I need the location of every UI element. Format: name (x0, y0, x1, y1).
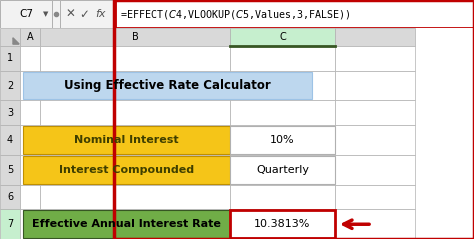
Bar (23, 211, 230, 238)
Bar (40, 28, 230, 46)
Text: 10.3813%: 10.3813% (255, 219, 310, 229)
Text: 4: 4 (7, 135, 13, 145)
Bar (0, 0, 52, 28)
Bar (40, 185, 230, 209)
Bar (20, 185, 40, 209)
Bar (52, 0, 60, 28)
Bar (20, 46, 40, 71)
Text: A: A (27, 32, 33, 42)
Bar (335, 209, 415, 239)
Bar (23, 72, 312, 99)
Bar (230, 100, 335, 125)
Bar (40, 46, 230, 71)
Bar (114, 0, 474, 239)
Bar (23, 126, 230, 154)
Text: Quarterly: Quarterly (256, 165, 309, 175)
Bar (230, 125, 335, 155)
Text: 10%: 10% (270, 135, 295, 145)
Text: C7: C7 (19, 9, 33, 19)
Bar (335, 71, 415, 100)
Bar (230, 126, 335, 154)
Bar (20, 209, 40, 239)
Bar (230, 155, 335, 185)
Bar (40, 155, 230, 185)
Bar (60, 0, 115, 28)
Bar (230, 185, 335, 209)
Bar (335, 185, 415, 209)
Bar (20, 71, 40, 100)
Text: 2: 2 (7, 81, 13, 91)
Bar (335, 28, 415, 46)
Bar (20, 125, 40, 155)
Bar (335, 46, 415, 71)
Bar (230, 71, 335, 100)
Bar (0, 185, 20, 209)
Bar (230, 209, 335, 239)
Bar (230, 28, 335, 46)
Bar (335, 155, 415, 185)
Bar (40, 209, 230, 239)
Bar (0, 46, 20, 71)
Text: 7: 7 (7, 219, 13, 229)
Text: C: C (279, 32, 286, 42)
Bar (230, 211, 335, 238)
Bar (335, 125, 415, 155)
Text: B: B (132, 32, 138, 42)
Text: 3: 3 (7, 108, 13, 118)
Bar (335, 100, 415, 125)
Polygon shape (13, 38, 19, 44)
Text: 1: 1 (7, 54, 13, 64)
Bar (23, 156, 230, 184)
Text: =EFFECT($C$4,VLOOKUP($C$5,Values,3,FALSE)): =EFFECT($C$4,VLOOKUP($C$5,Values,3,FALSE… (120, 7, 351, 21)
Bar (0, 125, 20, 155)
Bar (115, 0, 474, 28)
Text: Nominal Interest: Nominal Interest (74, 135, 179, 145)
Text: Using Effective Rate Calculator: Using Effective Rate Calculator (64, 79, 271, 92)
Bar (0, 28, 20, 46)
Bar (230, 46, 335, 71)
Bar (40, 71, 230, 100)
Bar (40, 100, 230, 125)
Text: ✓: ✓ (79, 7, 89, 21)
Text: Effective Annual Interest Rate: Effective Annual Interest Rate (32, 219, 221, 229)
Bar (20, 100, 40, 125)
Text: ✕: ✕ (65, 7, 75, 21)
Bar (0, 71, 20, 100)
Text: ▼: ▼ (43, 11, 49, 17)
Bar (230, 156, 335, 184)
Bar (20, 28, 40, 46)
Text: Interest Compounded: Interest Compounded (59, 165, 194, 175)
Text: 6: 6 (7, 192, 13, 202)
Bar (0, 100, 20, 125)
Text: 5: 5 (7, 165, 13, 175)
Bar (20, 155, 40, 185)
Bar (0, 209, 20, 239)
Bar (40, 125, 230, 155)
Text: fx: fx (96, 9, 106, 19)
Bar (0, 28, 474, 239)
Bar (0, 155, 20, 185)
